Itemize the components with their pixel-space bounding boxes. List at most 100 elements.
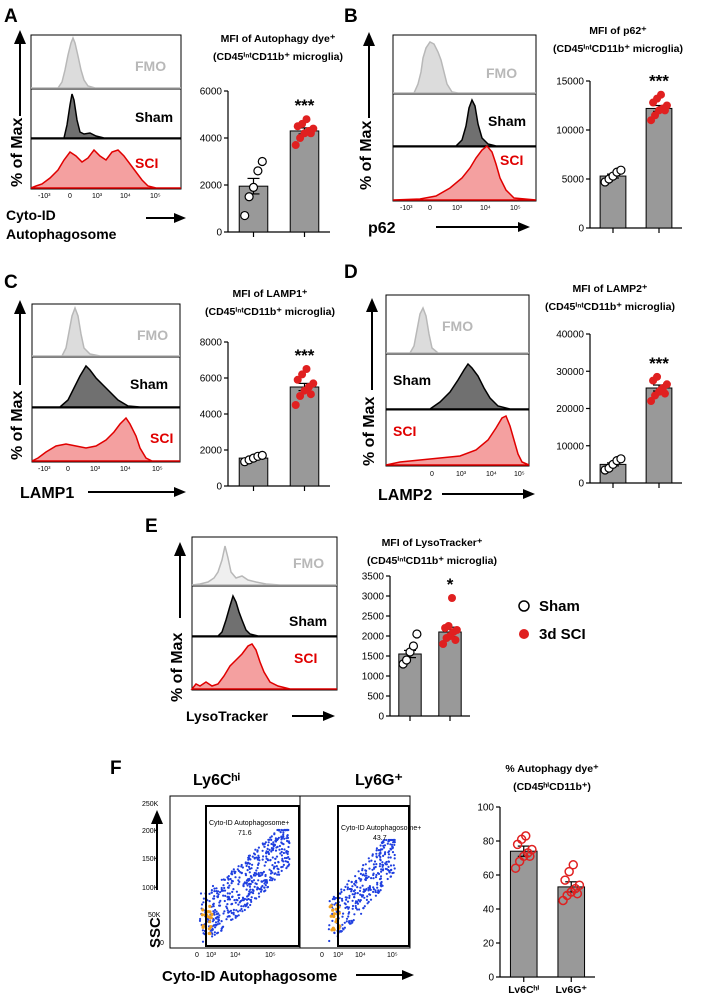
bar-chart-e: 0 500 1000 1500 2000 2500 3000 3500 * — [362, 572, 470, 723]
ly6c-dot-357 — [248, 890, 251, 893]
ly6g-dot-189 — [372, 877, 375, 880]
ly6g-dot-236 — [346, 905, 349, 909]
ly6g-dot-132 — [393, 841, 396, 844]
xtick-f1-0: 0 — [195, 952, 199, 959]
ly6g-dot-113 — [369, 888, 372, 892]
ly6c-dot-384 — [251, 855, 254, 858]
ytick-label-f-0: 0 — [488, 973, 494, 984]
ly6g-dot-29 — [381, 865, 384, 868]
ly6g-dot-220 — [367, 889, 370, 892]
ly6g-dot-315 — [382, 841, 385, 844]
xlabel-c: LAMP1 — [20, 485, 74, 502]
ly6g-dot-311 — [375, 847, 378, 850]
ly6c-dense-dot-13 — [201, 924, 205, 928]
ly6g-dot-306 — [380, 870, 383, 873]
ly6c-dot-226 — [261, 872, 264, 875]
ly6c-dot-479 — [281, 859, 284, 862]
ly6c-dot-330 — [264, 841, 267, 844]
xtick-c-0: -10³ — [38, 466, 51, 473]
ly6c-dot-352 — [269, 836, 272, 839]
ly6c-dot-132 — [231, 902, 234, 906]
point-d-1-8 — [660, 389, 669, 398]
ly6g-dot-116 — [381, 869, 385, 872]
xtick-d-2: 10⁴ — [486, 471, 497, 478]
ly6c-dot-248 — [264, 873, 267, 877]
ly6g-dot-308 — [351, 893, 354, 896]
ly6g-dot-15 — [389, 856, 392, 859]
ly6c-dot-379 — [282, 851, 285, 855]
point-c-1-4 — [309, 379, 318, 388]
ly6g-dot-296 — [386, 842, 389, 845]
ly6g-dot-249 — [393, 838, 396, 842]
ly6g-dot-87 — [364, 869, 367, 872]
sci-curve-e — [190, 643, 337, 690]
ytick-label-d-3: 30000 — [556, 367, 584, 378]
ly6g-dot-216 — [379, 882, 382, 885]
ly6c-dot-209 — [271, 877, 274, 880]
ly6c-dot-510 — [216, 923, 219, 926]
ly6c-dot-497 — [286, 852, 289, 856]
ytick-label-c-4: 8000 — [200, 338, 223, 349]
ly6c-dense-dot-8 — [207, 927, 211, 931]
hist-label-fmo-d: FMO — [442, 318, 473, 334]
ly6c-dot-283 — [223, 886, 226, 890]
ly6c-dot-162 — [199, 917, 202, 921]
ly6c-dot-378 — [265, 851, 268, 854]
ytick-label-b-3: 15000 — [556, 77, 584, 88]
ytick-label-e-3: 1500 — [362, 652, 385, 663]
ly6g-dot-312 — [347, 879, 350, 883]
point-f-1-6 — [564, 866, 574, 877]
ly6c-dot-450 — [282, 829, 285, 832]
ly6c-dot-513 — [248, 885, 252, 888]
ly6g-dot-79 — [385, 872, 388, 875]
ly6g-dot-144 — [379, 844, 382, 847]
ytick-label-f-4: 80 — [483, 837, 495, 848]
xtick-b-2: 10³ — [452, 205, 463, 212]
ly6c-dot-80 — [252, 879, 256, 882]
ly6c-dense-dot-17 — [209, 916, 213, 920]
significance-d: *** — [649, 354, 669, 373]
ly6g-dot-176 — [334, 896, 337, 900]
ly6c-dot-253 — [234, 901, 237, 904]
ly6c-dot-89 — [261, 849, 264, 852]
ytick-label-f-1: 20 — [483, 939, 495, 950]
ytick-label-b-1: 5000 — [562, 175, 585, 186]
ly6c-dot-284 — [267, 841, 270, 844]
ly6c-dot-476 — [242, 883, 245, 886]
ly6c-dot-212 — [233, 899, 236, 902]
ly6g-dot-194 — [331, 919, 334, 923]
histogram-b: % of Max FMO Sham SCI -10³ 0 10³ 10⁴ 10⁵… — [358, 32, 537, 237]
point-e-0-3 — [408, 641, 419, 651]
xtick-f1-3: 10⁵ — [265, 952, 276, 959]
ytick-f-1: 200K — [142, 828, 159, 835]
ytick-label-d-2: 20000 — [556, 404, 584, 415]
ly6g-dot-239 — [364, 889, 367, 892]
ly6g-dot-157 — [375, 852, 378, 855]
ytick-label-c-3: 6000 — [200, 374, 223, 385]
ly6g-dot-264 — [327, 928, 330, 931]
ly6c-dot-459 — [274, 849, 278, 852]
ly6c-dot-415 — [263, 886, 266, 889]
point-e-0-4 — [412, 629, 422, 639]
hist-label-sci-b: SCI — [500, 152, 523, 168]
hist-label-fmo-a: FMO — [135, 58, 166, 74]
xlabel-d: LAMP2 — [378, 487, 432, 504]
ly6g-dot-81 — [372, 890, 375, 894]
sham-curve-a — [31, 93, 181, 139]
ly6c-dot-350 — [249, 882, 252, 886]
ly6c-dot-213 — [282, 835, 285, 838]
ly6g-dot-65 — [341, 915, 344, 918]
ly6g-dot-263 — [356, 892, 359, 895]
point-f-1-7 — [568, 860, 578, 870]
gate-pct-ly6c: 71.6 — [238, 830, 252, 837]
ly6g-dot-53 — [378, 865, 381, 868]
ly6c-dot-29 — [265, 855, 268, 858]
ly6c-dot-63 — [226, 909, 229, 912]
ly6c-dot-333 — [257, 879, 260, 882]
ly6g-dot-196 — [347, 915, 350, 918]
ly6c-dot-56 — [220, 927, 223, 930]
ly6c-dot-315 — [238, 893, 241, 896]
ly6c-dot-244 — [251, 863, 254, 866]
ly6c-dot-316 — [263, 845, 266, 848]
point-f-1-5 — [560, 875, 570, 885]
